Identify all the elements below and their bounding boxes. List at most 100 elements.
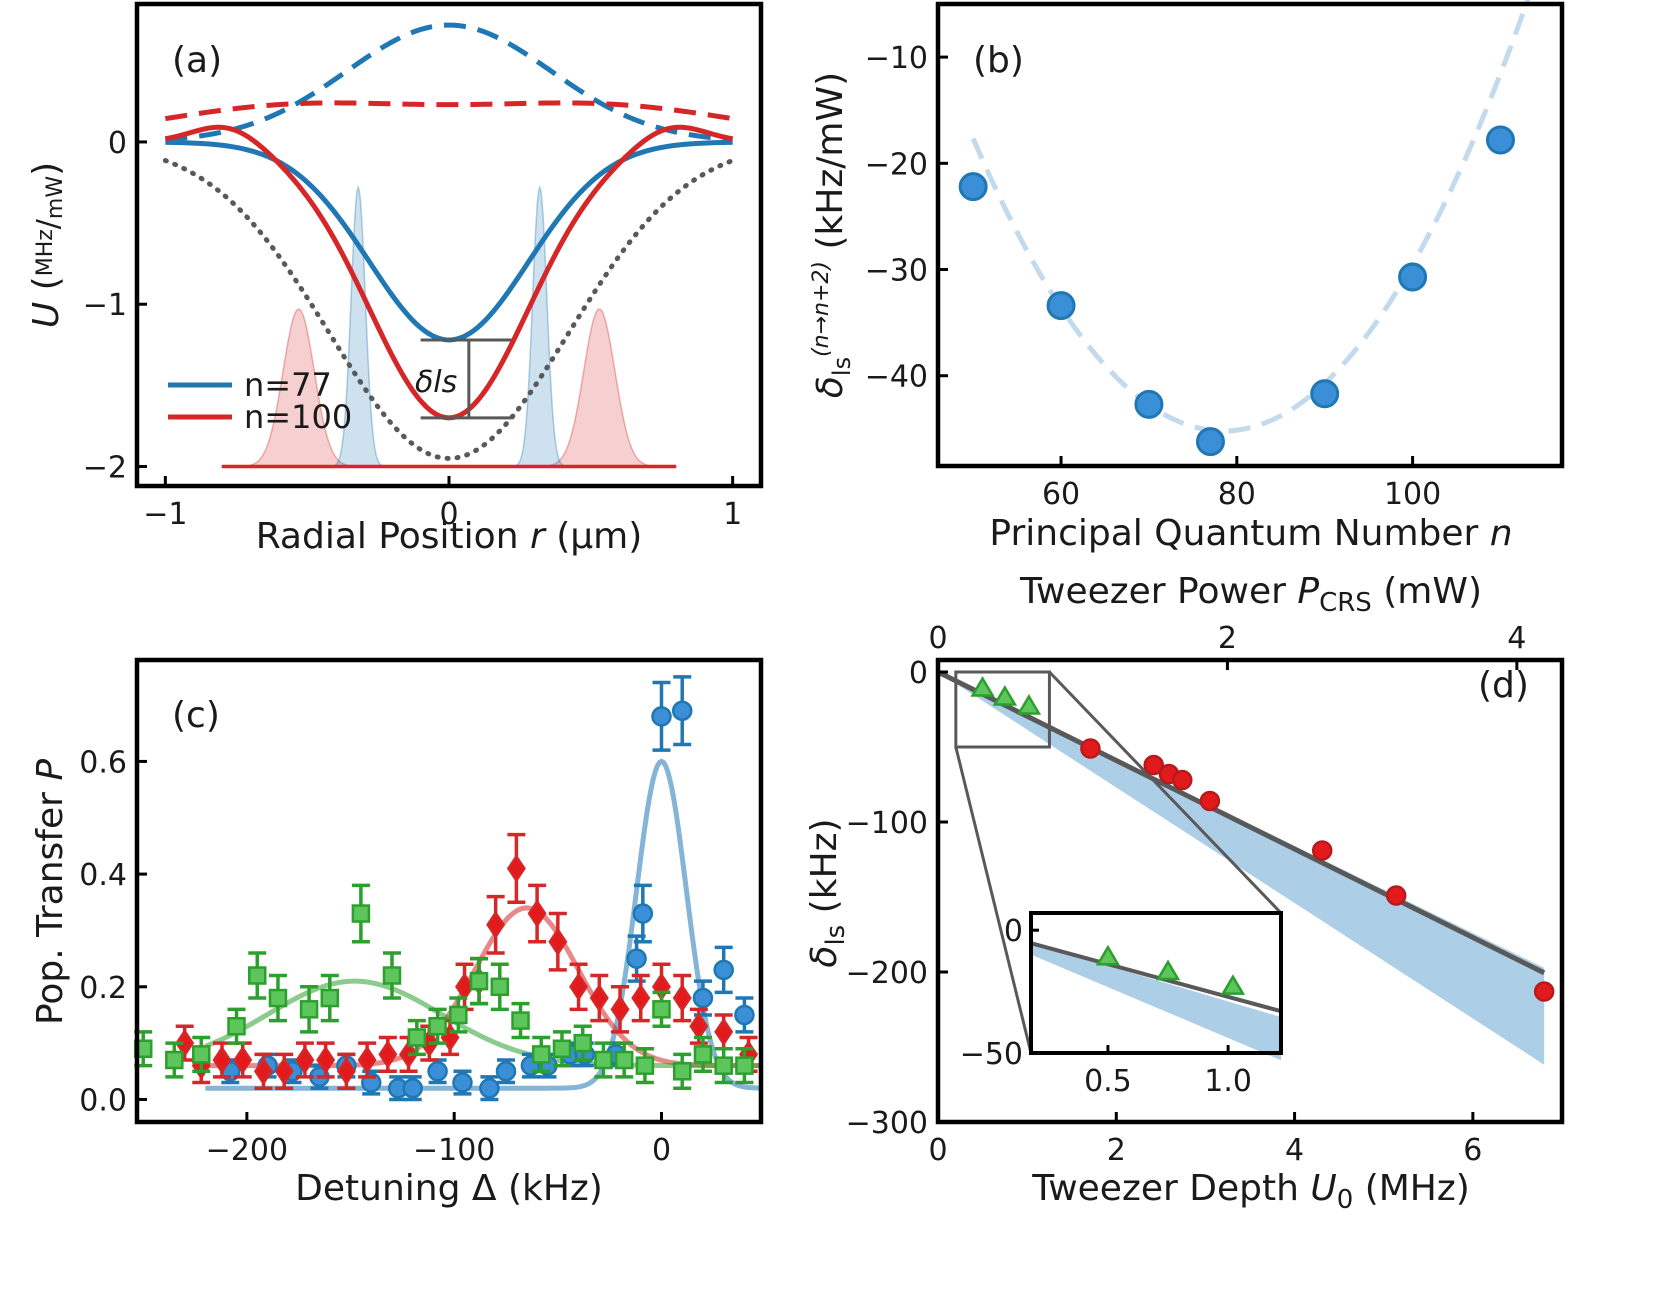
panel-c-ylabel: Pop. Transfer P xyxy=(30,759,71,1025)
red-series-point xyxy=(336,1057,356,1086)
xtick-label: −1 xyxy=(143,497,187,532)
red-series-point xyxy=(569,972,589,1002)
green-series-point xyxy=(614,1050,634,1070)
zoom-box xyxy=(954,670,1051,749)
green-series-point xyxy=(351,904,371,923)
ytick-label: 0 xyxy=(909,656,928,691)
panel-d-frame xyxy=(935,657,1565,1125)
panel-a-frame xyxy=(134,1,764,489)
green-triangle-point xyxy=(1016,694,1042,715)
red-series-point xyxy=(253,1057,273,1086)
red-series-point xyxy=(378,1040,398,1069)
blue-series-point xyxy=(427,1061,448,1082)
bare-trap-potential-curve xyxy=(162,158,736,461)
red-series-point xyxy=(506,854,526,883)
blue-series-point xyxy=(452,1072,473,1093)
ytick-label: 0.6 xyxy=(79,745,127,780)
inset-theory-band xyxy=(1031,943,1281,1061)
panel-d-top-xlabel: Tweezer Power PCRS (mW) xyxy=(1019,571,1482,618)
panel-a-ylabel: U (MHz/mW) xyxy=(26,162,68,328)
green-series-point xyxy=(594,1050,613,1070)
ytick-label: −100 xyxy=(846,806,928,841)
green-series-point xyxy=(672,1062,692,1081)
inset-ytick-label: −50 xyxy=(960,1037,1023,1072)
green-series-point xyxy=(299,1000,319,1019)
red-series-point xyxy=(548,927,568,956)
green-series-point xyxy=(652,1000,671,1019)
blue-series-point xyxy=(713,959,734,981)
green-series-point xyxy=(693,1045,713,1064)
red-series-point xyxy=(631,983,651,1013)
lightshift-data-point xyxy=(1485,125,1515,155)
xtick-label: 0 xyxy=(652,1133,671,1168)
top-xtick-label: 4 xyxy=(1507,621,1526,656)
green-series-point xyxy=(635,1056,655,1075)
panel-a-label: (a) xyxy=(172,40,222,81)
panel-a-legend: n=77 n=100 xyxy=(168,366,352,436)
blue-series-point xyxy=(626,948,647,969)
panel-d-label: (d) xyxy=(1478,665,1529,706)
blue-series-point xyxy=(479,1077,500,1099)
panel-d-ylabel: δls (kHz) xyxy=(804,818,851,967)
theory-band xyxy=(938,672,1545,1065)
panel-a: δls −1 0 1 −2 −1 0 (a) n=77 n=100 Radial Posi… xyxy=(26,1,764,557)
red-series-point xyxy=(589,983,609,1013)
red-circle-point xyxy=(1533,981,1555,1002)
panel-a-xlabel: Radial Position r (μm) xyxy=(256,516,643,557)
green-series-point xyxy=(428,1016,447,1036)
red-circle-point xyxy=(1143,754,1164,776)
green-series-point xyxy=(320,988,340,1008)
lightshift-data-point xyxy=(1046,291,1076,321)
n77-ponderomotive-dashed-curve xyxy=(165,22,733,142)
lightshift-data-point xyxy=(1134,389,1164,419)
panel-b-xlabel: Principal Quantum Number n xyxy=(989,513,1512,554)
red-series-point xyxy=(212,1045,232,1075)
ytick-label: 0.4 xyxy=(79,858,127,893)
blue-series-point xyxy=(632,903,654,924)
xtick-label: 1 xyxy=(723,497,742,532)
green-series-point xyxy=(268,988,288,1008)
panel-b: 60 80 100 −40 −30 −20 −10 (b) Principal Quantu… xyxy=(809,0,1565,554)
red-circle-point xyxy=(1311,840,1333,861)
panel-b-frame xyxy=(935,1,1565,469)
green-triangle-point xyxy=(992,685,1018,706)
red-series-point xyxy=(357,1045,377,1075)
red-circle-point xyxy=(1172,769,1193,791)
green-series-point xyxy=(573,1033,592,1053)
xtick-label: −100 xyxy=(413,1133,495,1168)
inset-xtick-label: 1.0 xyxy=(1204,1064,1252,1099)
inset-ytick-label: 0 xyxy=(1004,914,1023,949)
green-series-point xyxy=(490,977,510,997)
panel-c: −200 −100 0 0.0 0.2 0.4 0.6 (c) Detuning Δ (kH… xyxy=(30,657,764,1209)
ytick-label: −10 xyxy=(865,41,928,76)
red-series-point xyxy=(527,899,547,928)
red-circle-point xyxy=(1385,885,1407,906)
inset-green-triangle-point xyxy=(1095,944,1121,966)
panel-c-label: (c) xyxy=(172,695,220,736)
red-circle-point xyxy=(1199,790,1221,812)
legend-n100-label: n=100 xyxy=(244,398,352,436)
xtick-label: 0 xyxy=(928,1133,947,1168)
green-series-point xyxy=(714,1056,733,1075)
green-series-point xyxy=(247,966,267,985)
green-series-fit-curve xyxy=(204,978,761,1069)
xtick-label: 6 xyxy=(1463,1133,1482,1168)
legend-n77-label: n=77 xyxy=(244,366,332,404)
ytick-label: −40 xyxy=(865,360,928,395)
n77-potential-curve xyxy=(165,139,733,343)
blue-series-point xyxy=(495,1061,517,1082)
ytick-label: 0.2 xyxy=(79,971,127,1006)
red-series-point xyxy=(175,1028,195,1058)
inset-xtick-label: 0.5 xyxy=(1084,1064,1132,1099)
red-series-point xyxy=(672,983,692,1013)
inset-green-triangle-point xyxy=(1220,974,1246,995)
panel-b-ylabel: δls(n→n+2) (kHz/mW) xyxy=(809,72,856,398)
zoom-connector-line xyxy=(954,746,1033,1054)
lightshift-data-point xyxy=(1310,379,1340,409)
green-series-point xyxy=(192,1045,211,1064)
xtick-label: 100 xyxy=(1384,477,1441,512)
xtick-label: −200 xyxy=(206,1133,288,1168)
green-series-point xyxy=(407,1028,427,1047)
red-series-point xyxy=(274,1057,294,1086)
